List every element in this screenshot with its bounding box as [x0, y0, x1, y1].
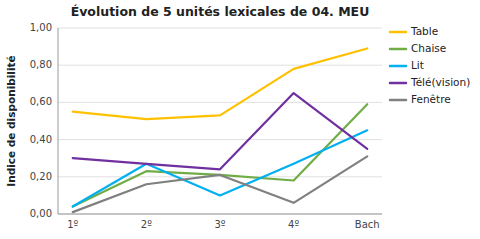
y-axis-line — [58, 28, 59, 214]
x-tick-label: 2º — [141, 219, 152, 230]
y-tick-label: 0,20 — [30, 171, 52, 182]
x-tick-label: 4º — [288, 219, 299, 230]
line — [73, 48, 368, 119]
line — [73, 104, 368, 206]
y-tick-label: 0,40 — [30, 134, 52, 145]
x-tick-label: Bach — [355, 219, 380, 230]
legend-label: Lit — [411, 59, 424, 71]
legend-swatch — [390, 31, 406, 34]
legend-label: Chaise — [411, 42, 446, 54]
x-tick-label: 3º — [214, 219, 225, 230]
line — [73, 156, 368, 212]
legend-label: Fenêtre — [411, 93, 451, 105]
x-tick-label: 1º — [67, 219, 78, 230]
x-axis: 1º 2º 3º 4º Bach — [67, 219, 379, 230]
legend-swatch — [390, 82, 406, 85]
legend-swatch — [390, 65, 406, 68]
grid-line — [58, 102, 382, 103]
y-tick-label: 1,00 — [30, 22, 52, 33]
line — [73, 93, 368, 169]
plot-area — [73, 48, 368, 212]
legend: Table Chaise Lit Télé(vision) Fenêtre — [390, 25, 470, 105]
y-tick-label: 0,00 — [30, 208, 52, 219]
grid-line — [58, 65, 382, 66]
legend-label: Table — [410, 25, 438, 37]
y-axis: 0,00 0,20 0,40 0,60 0,80 1,00 — [30, 22, 382, 219]
y-tick-label: 0,80 — [30, 59, 52, 70]
y-tick-label: 0,60 — [30, 96, 52, 107]
legend-swatch — [390, 99, 406, 102]
chart: 0,00 0,20 0,40 0,60 0,80 1,00 1º 2º 3º 4º Bach Évol… — [0, 0, 480, 239]
legend-label: Télé(vision) — [410, 76, 470, 88]
grid-line — [58, 214, 382, 215]
legend-swatch — [390, 48, 406, 51]
x-axis-line — [58, 214, 382, 215]
title: Évolution de 5 unités lexicales de 04. M… — [71, 4, 370, 19]
y-axis-label: Indice de disponibilité — [5, 55, 17, 186]
grid-line — [58, 28, 382, 29]
